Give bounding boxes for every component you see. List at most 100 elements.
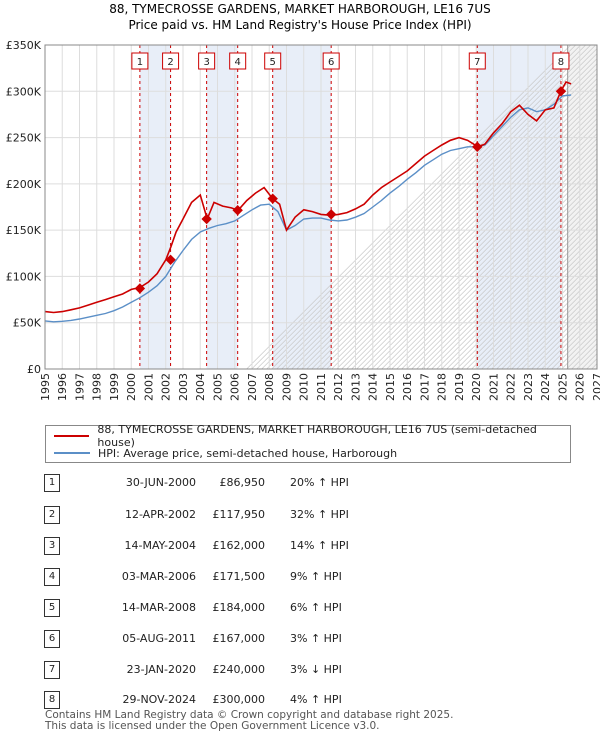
x-tick-label: 2004 xyxy=(194,373,207,401)
sale-number: 6 xyxy=(44,630,60,648)
sale-price: £167,000 xyxy=(212,632,266,645)
sale-date: 03-MAR-2006 xyxy=(121,570,196,583)
forecast-hatch xyxy=(496,268,597,369)
forecast-hatch xyxy=(401,173,597,369)
x-tick-label: 2002 xyxy=(160,373,173,401)
forecast-hatch xyxy=(286,58,597,369)
sale-label-number: 4 xyxy=(234,57,240,68)
sale-point xyxy=(472,141,483,153)
forecast-hatch xyxy=(426,198,597,369)
sale-point xyxy=(165,254,176,266)
sale-label-box xyxy=(229,52,247,70)
sale-row: 4 03-MAR-2006 £171,500 9% ↑ HPI xyxy=(40,567,460,587)
forecast-hatch xyxy=(411,183,597,369)
x-tick-label: 2011 xyxy=(315,373,328,401)
legend-swatch-hpi xyxy=(54,452,90,454)
forecast-hatch xyxy=(261,45,586,369)
sale-hpi-change: 20% ↑ HPI xyxy=(290,476,349,489)
sale-date: 23-JAN-2020 xyxy=(126,663,196,676)
sale-label-box xyxy=(322,52,340,70)
forecast-hatch xyxy=(441,213,597,369)
sale-price: £184,000 xyxy=(212,601,266,614)
forecast-hatch xyxy=(321,93,597,369)
sale-number: 8 xyxy=(44,691,60,709)
sale-hpi-change: 14% ↑ HPI xyxy=(290,539,349,552)
forecast-hatch xyxy=(486,258,597,369)
forecast-hatch xyxy=(431,203,597,369)
forecast-hatch xyxy=(461,233,597,369)
forecast-hatch xyxy=(316,88,597,369)
sale-date: 14-MAR-2008 xyxy=(121,601,196,614)
x-tick-label: 2000 xyxy=(125,373,138,401)
sale-price: £162,000 xyxy=(212,539,266,552)
x-tick-label: 2017 xyxy=(418,373,431,401)
forecast-hatch xyxy=(436,208,597,369)
x-tick-label: 2022 xyxy=(505,373,518,401)
sale-label-number: 1 xyxy=(137,57,143,68)
x-tick-label: 1999 xyxy=(108,373,121,401)
sale-label-box xyxy=(131,52,149,70)
sale-hpi-change: 6% ↑ HPI xyxy=(290,601,342,614)
sale-row: 2 12-APR-2002 £117,950 32% ↑ HPI xyxy=(40,505,460,525)
footer-licence: This data is licensed under the Open Gov… xyxy=(45,720,380,732)
footer: Contains HM Land Registry data © Crown c… xyxy=(45,710,453,732)
sale-number: 2 xyxy=(44,506,60,524)
forecast-hatch xyxy=(361,133,597,369)
y-tick-label: £50K xyxy=(13,317,42,330)
forecast-hatch xyxy=(381,153,597,369)
sale-label-number: 8 xyxy=(558,57,564,68)
x-tick-label: 2023 xyxy=(522,373,535,401)
sale-point xyxy=(134,283,146,294)
sale-label-number: 7 xyxy=(474,57,480,68)
footer-copyright: Contains HM Land Registry data © Crown c… xyxy=(45,709,454,721)
sale-date: 05-AUG-2011 xyxy=(122,632,196,645)
y-tick-label: £200K xyxy=(6,178,42,191)
chart-subtitle: Price paid vs. HM Land Registry's House … xyxy=(128,18,471,32)
forecast-hatch xyxy=(391,163,597,369)
sale-hpi-change: 9% ↑ HPI xyxy=(290,570,342,583)
sale-price: £300,000 xyxy=(212,693,266,706)
forecast-hatch xyxy=(356,128,597,369)
sale-label-number: 5 xyxy=(270,57,276,68)
forecast-hatch xyxy=(291,63,597,369)
sale-point xyxy=(232,205,243,216)
x-tick-label: 1997 xyxy=(73,373,86,401)
legend-item-hpi: HPI: Average price, semi-detached house,… xyxy=(54,445,397,461)
sale-row: 8 29-NOV-2024 £300,000 4% ↑ HPI xyxy=(40,690,460,710)
legend-swatch-property xyxy=(54,435,90,437)
forecast-hatch xyxy=(521,293,597,369)
sale-period-band xyxy=(272,45,332,369)
y-tick-label: £250K xyxy=(6,132,42,145)
sale-date: 29-NOV-2024 xyxy=(122,693,196,706)
sale-row: 1 30-JUN-2000 £86,950 20% ↑ HPI xyxy=(40,473,460,493)
sale-date: 14-MAY-2004 xyxy=(124,539,196,552)
y-tick-label: £150K xyxy=(6,224,42,237)
x-tick-label: 2025 xyxy=(556,373,569,401)
x-tick-label: 2013 xyxy=(349,373,362,401)
sale-label-box xyxy=(198,52,216,70)
forecast-hatch xyxy=(341,113,597,369)
forecast-hatch xyxy=(366,138,597,369)
forecast-hatch xyxy=(406,178,597,369)
x-tick-label: 2018 xyxy=(436,373,449,401)
forecast-hatch xyxy=(476,248,597,369)
forecast-hatch xyxy=(451,223,597,369)
chart-title: 88, TYMECROSSE GARDENS, MARKET HARBOROUG… xyxy=(109,2,491,16)
legend: 88, TYMECROSSE GARDENS, MARKET HARBOROUG… xyxy=(45,423,571,463)
sale-hpi-change: 32% ↑ HPI xyxy=(290,508,349,521)
x-tick-label: 2010 xyxy=(298,373,311,401)
x-tick-label: 2021 xyxy=(487,373,500,401)
forecast-hatch xyxy=(511,283,597,369)
sale-date: 30-JUN-2000 xyxy=(125,476,196,489)
price-chart: 88, TYMECROSSE GARDENS, MARKET HARBOROUG… xyxy=(6,2,600,401)
sale-point xyxy=(325,209,337,220)
x-tick-label: 2024 xyxy=(539,373,552,401)
forecast-hatch xyxy=(501,273,597,369)
x-tick-label: 2001 xyxy=(142,373,155,401)
forecast-hatch xyxy=(376,148,597,369)
sale-number: 5 xyxy=(44,599,60,617)
forecast-hatch xyxy=(531,303,597,369)
sale-label-number: 3 xyxy=(203,57,209,68)
x-tick-label: 1995 xyxy=(39,373,52,401)
x-tick-label: 1998 xyxy=(91,373,104,401)
